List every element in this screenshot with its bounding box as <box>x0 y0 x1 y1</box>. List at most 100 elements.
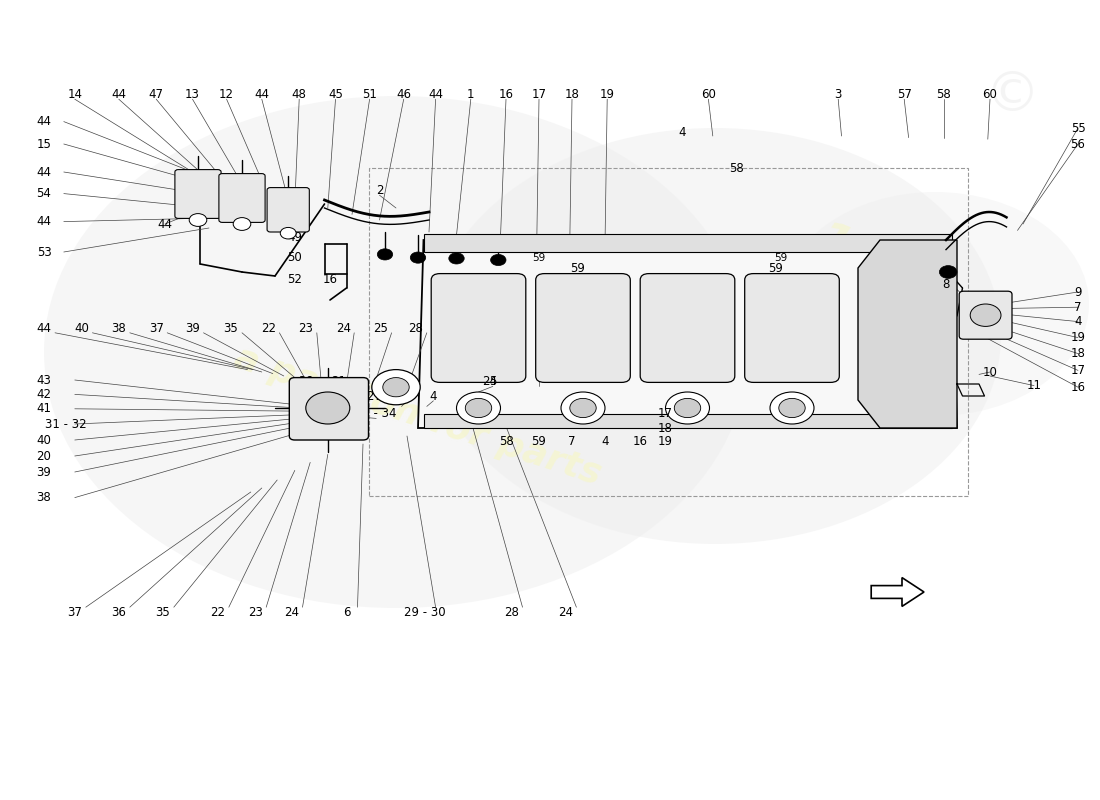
Text: 59: 59 <box>531 435 547 448</box>
FancyBboxPatch shape <box>289 378 368 440</box>
Circle shape <box>306 392 350 424</box>
Text: 53: 53 <box>36 246 52 258</box>
Circle shape <box>456 392 501 424</box>
Text: 51: 51 <box>362 88 377 101</box>
Text: 4: 4 <box>602 435 608 448</box>
Text: 19: 19 <box>600 88 615 101</box>
Text: 55: 55 <box>1070 122 1086 134</box>
Text: 48: 48 <box>292 88 307 101</box>
Text: 8: 8 <box>943 278 949 290</box>
Text: 24: 24 <box>336 322 351 334</box>
Circle shape <box>44 96 748 608</box>
Text: 52: 52 <box>287 273 303 286</box>
Text: 22: 22 <box>261 322 276 334</box>
Text: 24: 24 <box>482 375 497 388</box>
Circle shape <box>449 253 464 264</box>
Text: 1: 1 <box>468 88 474 101</box>
Text: 44: 44 <box>254 88 270 101</box>
Text: 14: 14 <box>67 88 82 101</box>
Text: 44: 44 <box>36 166 52 178</box>
Polygon shape <box>871 578 924 606</box>
FancyBboxPatch shape <box>219 174 265 222</box>
Text: 33 - 34: 33 - 34 <box>355 407 397 420</box>
Text: 45: 45 <box>328 88 343 101</box>
Text: a passion for parts: a passion for parts <box>230 341 606 491</box>
Text: 59: 59 <box>774 254 788 263</box>
Text: 60: 60 <box>701 88 716 101</box>
Text: 26 - 27: 26 - 27 <box>340 390 382 402</box>
Text: 38: 38 <box>111 322 126 334</box>
Text: 60: 60 <box>982 88 998 101</box>
Text: 5: 5 <box>490 375 496 388</box>
Circle shape <box>491 254 506 266</box>
Circle shape <box>779 398 805 418</box>
Circle shape <box>781 192 1089 416</box>
Text: 44: 44 <box>157 218 173 230</box>
Circle shape <box>770 392 814 424</box>
Text: 9: 9 <box>1075 286 1081 298</box>
FancyBboxPatch shape <box>745 274 839 382</box>
FancyBboxPatch shape <box>267 188 309 232</box>
FancyBboxPatch shape <box>640 274 735 382</box>
FancyBboxPatch shape <box>424 234 952 252</box>
Text: 19: 19 <box>1070 331 1086 344</box>
Text: 28: 28 <box>504 606 519 618</box>
Text: 4: 4 <box>430 390 437 402</box>
Text: 18: 18 <box>1070 347 1086 360</box>
Text: 18: 18 <box>658 422 673 434</box>
Text: 36: 36 <box>298 375 314 388</box>
Text: 22: 22 <box>210 606 225 618</box>
Text: 49: 49 <box>287 231 303 244</box>
Circle shape <box>372 370 420 405</box>
Text: 42: 42 <box>36 388 52 401</box>
Text: 24: 24 <box>284 606 299 618</box>
Text: 3: 3 <box>404 390 410 402</box>
Circle shape <box>280 227 296 239</box>
Text: 23: 23 <box>298 322 314 334</box>
Text: 2: 2 <box>376 184 383 197</box>
Circle shape <box>970 304 1001 326</box>
Text: 23: 23 <box>248 606 263 618</box>
Text: 41: 41 <box>36 402 52 415</box>
FancyBboxPatch shape <box>431 274 526 382</box>
Text: 46: 46 <box>396 88 411 101</box>
Text: 18: 18 <box>564 88 580 101</box>
Text: 4: 4 <box>1075 315 1081 328</box>
Text: 58: 58 <box>498 435 514 448</box>
Text: 39: 39 <box>185 322 200 334</box>
Polygon shape <box>418 240 957 428</box>
Circle shape <box>383 378 409 397</box>
Text: 44: 44 <box>36 322 52 334</box>
Text: 59: 59 <box>532 254 546 263</box>
Text: 54: 54 <box>36 187 52 200</box>
Text: 19: 19 <box>658 435 673 448</box>
Circle shape <box>939 266 957 278</box>
Text: 11: 11 <box>1026 379 1042 392</box>
Text: 4: 4 <box>679 126 685 138</box>
Circle shape <box>233 218 251 230</box>
Text: 35: 35 <box>155 606 170 618</box>
Text: 29 - 30: 29 - 30 <box>404 606 446 618</box>
Text: 58: 58 <box>936 88 952 101</box>
Text: 59: 59 <box>768 262 783 274</box>
Text: ©: © <box>984 69 1040 123</box>
Text: 20: 20 <box>36 450 52 462</box>
Polygon shape <box>858 240 957 428</box>
Text: 44: 44 <box>36 215 52 228</box>
Text: 28: 28 <box>408 322 424 334</box>
Text: 44: 44 <box>36 115 52 128</box>
Text: 13: 13 <box>185 88 200 101</box>
Text: 56: 56 <box>1070 138 1086 150</box>
Circle shape <box>570 398 596 418</box>
Text: 35: 35 <box>223 322 239 334</box>
Circle shape <box>377 249 393 260</box>
Text: 44: 44 <box>428 88 443 101</box>
Circle shape <box>561 392 605 424</box>
Text: 1985: 1985 <box>811 218 949 310</box>
Text: 25: 25 <box>373 322 388 334</box>
FancyBboxPatch shape <box>424 414 952 428</box>
Text: 40: 40 <box>74 322 89 334</box>
Text: 16: 16 <box>1070 381 1086 394</box>
Text: 43: 43 <box>36 374 52 386</box>
Text: 17: 17 <box>531 88 547 101</box>
